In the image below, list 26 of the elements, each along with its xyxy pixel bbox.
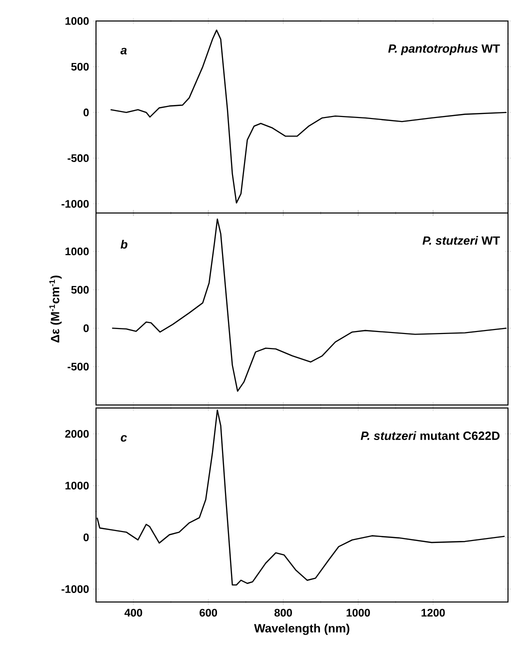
y-tick-label: 500 [71,62,89,71]
y-tick-label: -1000 [62,585,89,593]
y-tick-label: 2000 [65,430,89,438]
x-tick-label: 400 [124,608,142,617]
annotation: P. pantotrophus WT [388,44,500,56]
x-axis-title: Wavelength (nm) [254,624,350,635]
y-tick-label: 1000 [65,248,89,256]
x-tick-label: 600 [200,608,217,617]
y-tick-label: -500 [68,154,89,162]
x-tick-label: 1000 [346,608,370,617]
annotation: P. stutzeri WT [422,236,500,245]
y-tick-label: 0 [83,324,89,332]
y-tick-label: 0 [83,533,89,542]
annotation: a [120,48,127,54]
x-tick-label: 800 [274,608,292,617]
y-tick-label: -1000 [62,200,89,208]
y-tick-label: 1000 [65,17,89,25]
y-axis-title: Δε (M$^{-1}$cm$^{-1}$) [49,276,62,342]
annotation: P. stutzeri mutant C622D [360,431,500,440]
y-tick-label: 1000 [65,482,89,490]
annotation: b [120,240,128,249]
y-tick-label: -500 [68,362,89,370]
y-tick-label: 500 [71,286,89,294]
y-tick-label: 0 [83,108,89,116]
annotation: c [120,435,127,442]
x-tick-label: 1200 [422,608,445,617]
